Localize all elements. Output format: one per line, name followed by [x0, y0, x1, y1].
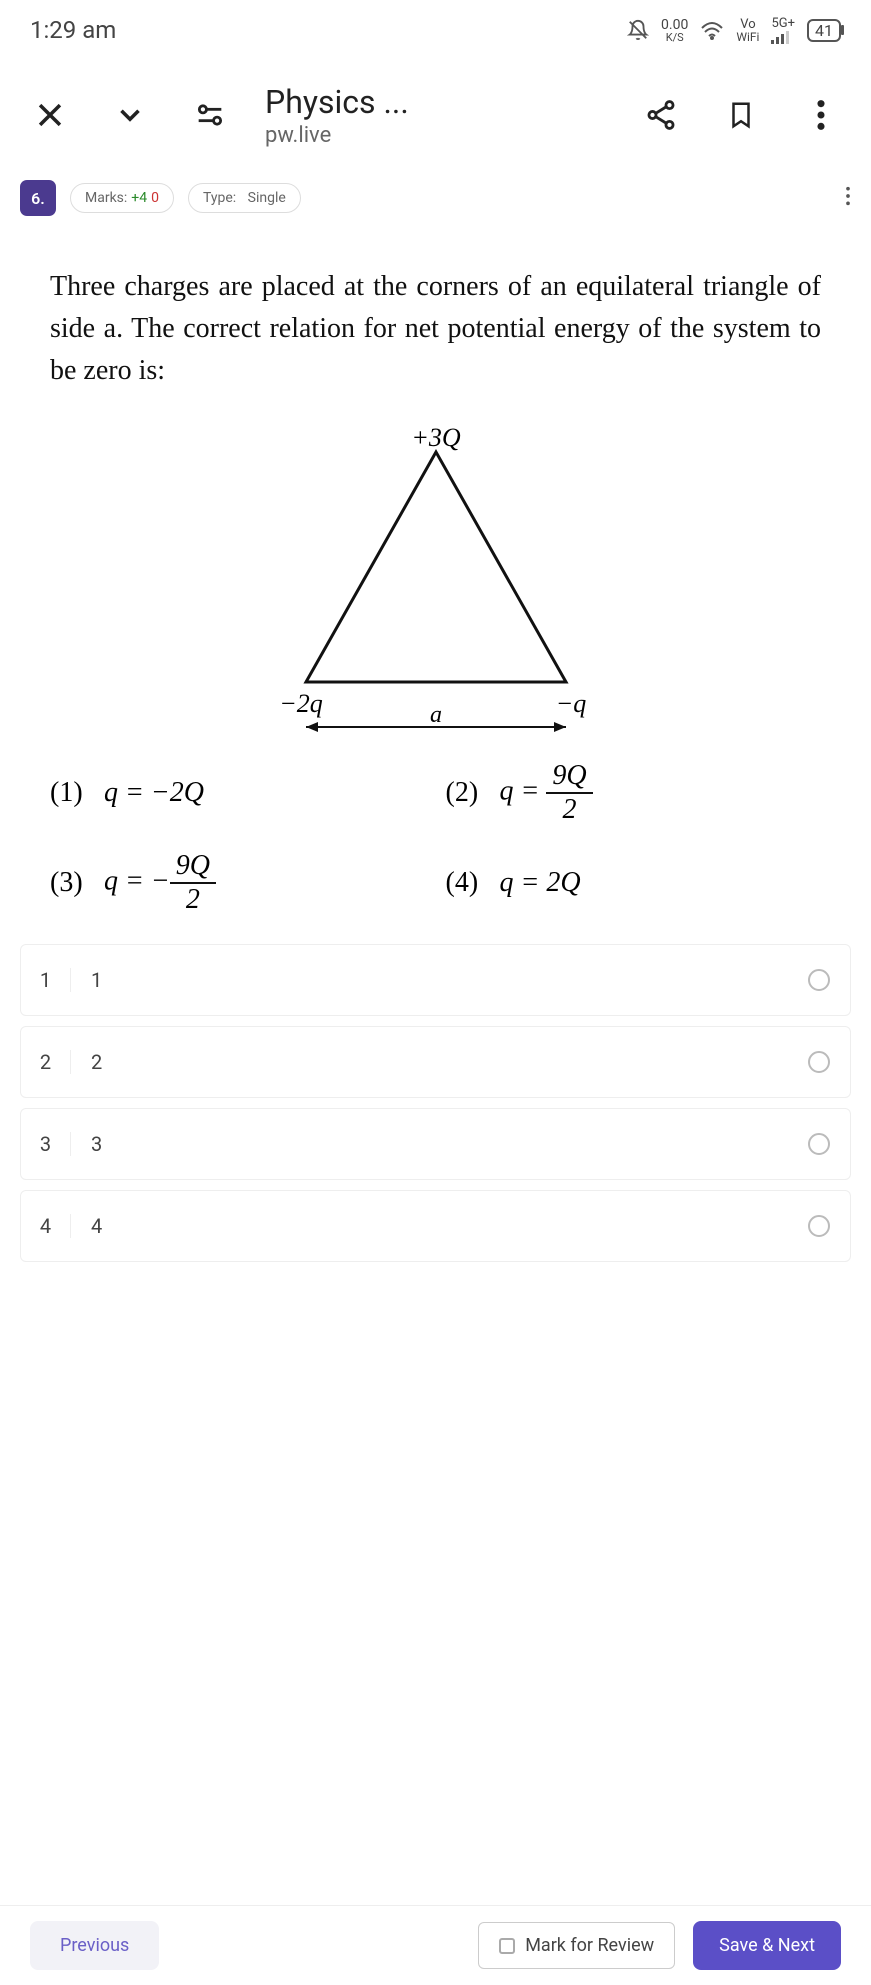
radio-icon[interactable]: [808, 969, 830, 991]
checkbox-icon: [499, 1938, 515, 1954]
close-icon[interactable]: [25, 90, 75, 140]
radio-icon[interactable]: [808, 1133, 830, 1155]
diagram-br-label: −q: [555, 689, 586, 718]
status-net1: Vo: [736, 18, 759, 31]
answer-row[interactable]: 2 2: [20, 1026, 851, 1098]
chevron-down-icon[interactable]: [105, 90, 155, 140]
status-net1b: WiFi: [736, 31, 759, 43]
question-number: 6.: [20, 180, 56, 216]
marks-pill: Marks: +4 0: [70, 183, 174, 213]
page-title: Physics ...: [265, 83, 606, 121]
question-more-icon[interactable]: [845, 185, 851, 211]
status-right: 0.00 K/S Vo WiFi 5G+ 41: [627, 17, 841, 44]
status-time: 1:29 am: [30, 16, 116, 44]
signal-icon: [771, 30, 791, 44]
bell-off-icon: [627, 19, 649, 41]
bottom-bar: Previous Mark for Review Save & Next: [0, 1905, 871, 1985]
status-net2: 5G+: [771, 17, 795, 30]
page-subtitle: pw.live: [265, 123, 606, 148]
diagram-bl-label: −2q: [279, 689, 323, 718]
type-pill: Type: Single: [188, 183, 301, 213]
bookmark-icon[interactable]: [716, 90, 766, 140]
question-header: 6. Marks: +4 0 Type: Single: [0, 170, 871, 226]
answer-row[interactable]: 3 3: [20, 1108, 851, 1180]
radio-icon[interactable]: [808, 1051, 830, 1073]
options-grid: (1) q = −2Q (2) q = 9Q2 (3) q = −9Q2 (4)…: [0, 762, 871, 944]
app-bar: Physics ... pw.live: [0, 60, 871, 170]
wifi-icon: [700, 20, 724, 40]
question-diagram: +3Q −2q −q a: [0, 422, 871, 742]
diagram-triangle: [306, 452, 566, 682]
question-text: Three charges are placed at the corners …: [0, 226, 871, 412]
option-3: (3) q = −9Q2: [50, 852, 426, 914]
settings-sliders-icon[interactable]: [185, 90, 235, 140]
battery-indicator: 41: [807, 19, 841, 42]
status-bar: 1:29 am 0.00 K/S Vo WiFi 5G+ 41: [0, 0, 871, 60]
diagram-top-label: +3Q: [411, 423, 461, 452]
option-1: (1) q = −2Q: [50, 762, 426, 824]
answer-list: 1 1 2 2 3 3 4 4: [0, 944, 871, 1262]
share-icon[interactable]: [636, 90, 686, 140]
more-vert-icon[interactable]: [796, 90, 846, 140]
answer-row[interactable]: 1 1: [20, 944, 851, 1016]
answer-row[interactable]: 4 4: [20, 1190, 851, 1262]
previous-button[interactable]: Previous: [30, 1921, 159, 1970]
status-speed: 0.00: [661, 18, 688, 32]
option-2: (2) q = 9Q2: [446, 762, 822, 824]
option-4: (4) q = 2Q: [446, 852, 822, 914]
save-next-button[interactable]: Save & Next: [693, 1921, 841, 1970]
diagram-base-label: a: [430, 702, 442, 728]
status-speed-unit: K/S: [661, 32, 688, 43]
mark-for-review-button[interactable]: Mark for Review: [478, 1922, 675, 1969]
radio-icon[interactable]: [808, 1215, 830, 1237]
